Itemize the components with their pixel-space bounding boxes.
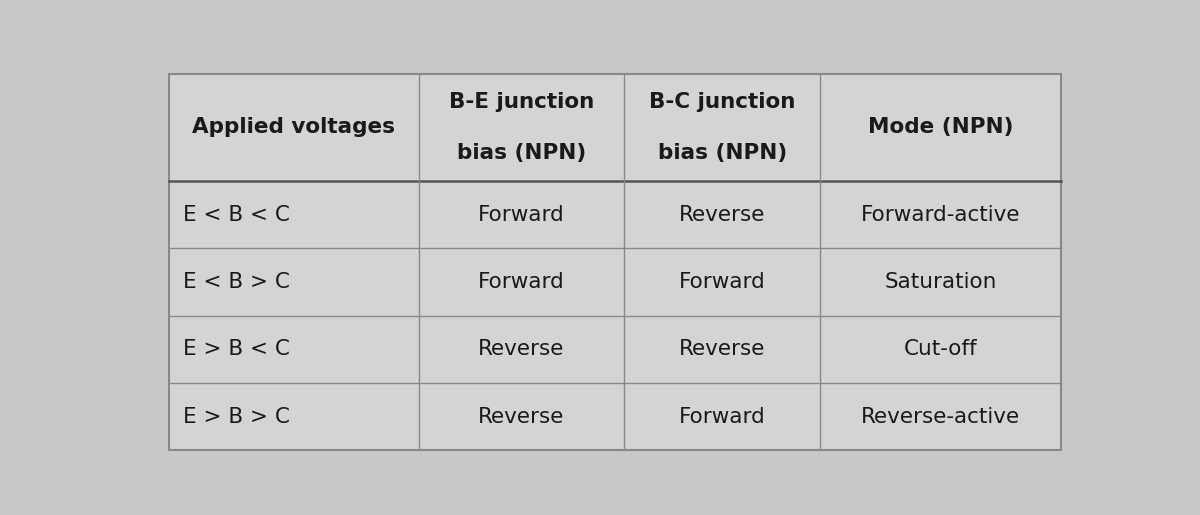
Text: E > B > C: E > B > C [182, 407, 289, 427]
Text: Forward: Forward [679, 272, 766, 292]
Text: Forward: Forward [679, 407, 766, 427]
Text: B-C junction: B-C junction [649, 92, 796, 112]
Text: bias (NPN): bias (NPN) [457, 143, 586, 163]
Text: B-E junction: B-E junction [449, 92, 594, 112]
Text: Saturation: Saturation [884, 272, 997, 292]
Text: Reverse: Reverse [478, 339, 564, 359]
Text: Forward-active: Forward-active [862, 205, 1021, 225]
Text: Reverse-active: Reverse-active [862, 407, 1020, 427]
Text: E < B < C: E < B < C [182, 205, 289, 225]
Text: Reverse: Reverse [478, 407, 564, 427]
Text: Cut-off: Cut-off [904, 339, 978, 359]
Text: bias (NPN): bias (NPN) [658, 143, 787, 163]
Text: Applied voltages: Applied voltages [192, 117, 395, 138]
Text: E < B > C: E < B > C [182, 272, 289, 292]
Text: Forward: Forward [478, 205, 565, 225]
Text: E > B < C: E > B < C [182, 339, 289, 359]
Text: Forward: Forward [478, 272, 565, 292]
Text: Reverse: Reverse [679, 339, 766, 359]
Text: Mode (NPN): Mode (NPN) [868, 117, 1014, 138]
Text: Reverse: Reverse [679, 205, 766, 225]
